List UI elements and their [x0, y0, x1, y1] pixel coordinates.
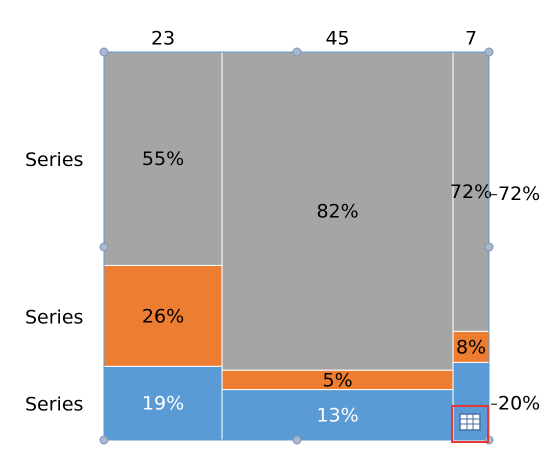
- data-label: 19%: [142, 393, 184, 415]
- selection-handle: [484, 242, 494, 252]
- data-label: 55%: [142, 148, 184, 170]
- selection-handle: [99, 47, 109, 57]
- selection-handle: [292, 47, 302, 57]
- data-label: 82%: [316, 201, 358, 223]
- legend-label: Series: [25, 149, 83, 171]
- column-width-label: 45: [325, 28, 349, 50]
- data-label: 26%: [142, 305, 184, 327]
- data-label: 72%: [450, 181, 492, 203]
- selection-handle: [292, 435, 302, 445]
- selection-handle: [484, 47, 494, 57]
- chart-filter-box: [451, 405, 489, 443]
- data-label: 5%: [322, 369, 352, 391]
- segment: [103, 365, 223, 441]
- chart-filter-icon: [459, 413, 481, 431]
- right-value-label: 20%: [498, 393, 540, 415]
- selection-handle: [99, 242, 109, 252]
- selection-handle: [99, 435, 109, 445]
- right-value-label: 72%: [498, 183, 540, 205]
- data-label: 13%: [316, 404, 358, 426]
- segment: [221, 51, 454, 371]
- legend-label: Series: [25, 306, 83, 328]
- legend-label: Series: [25, 394, 83, 416]
- column-width-label: 7: [465, 28, 477, 50]
- segment: [221, 389, 454, 441]
- segment: [103, 264, 223, 367]
- data-label: 8%: [456, 336, 486, 358]
- column-width-label: 23: [151, 28, 175, 50]
